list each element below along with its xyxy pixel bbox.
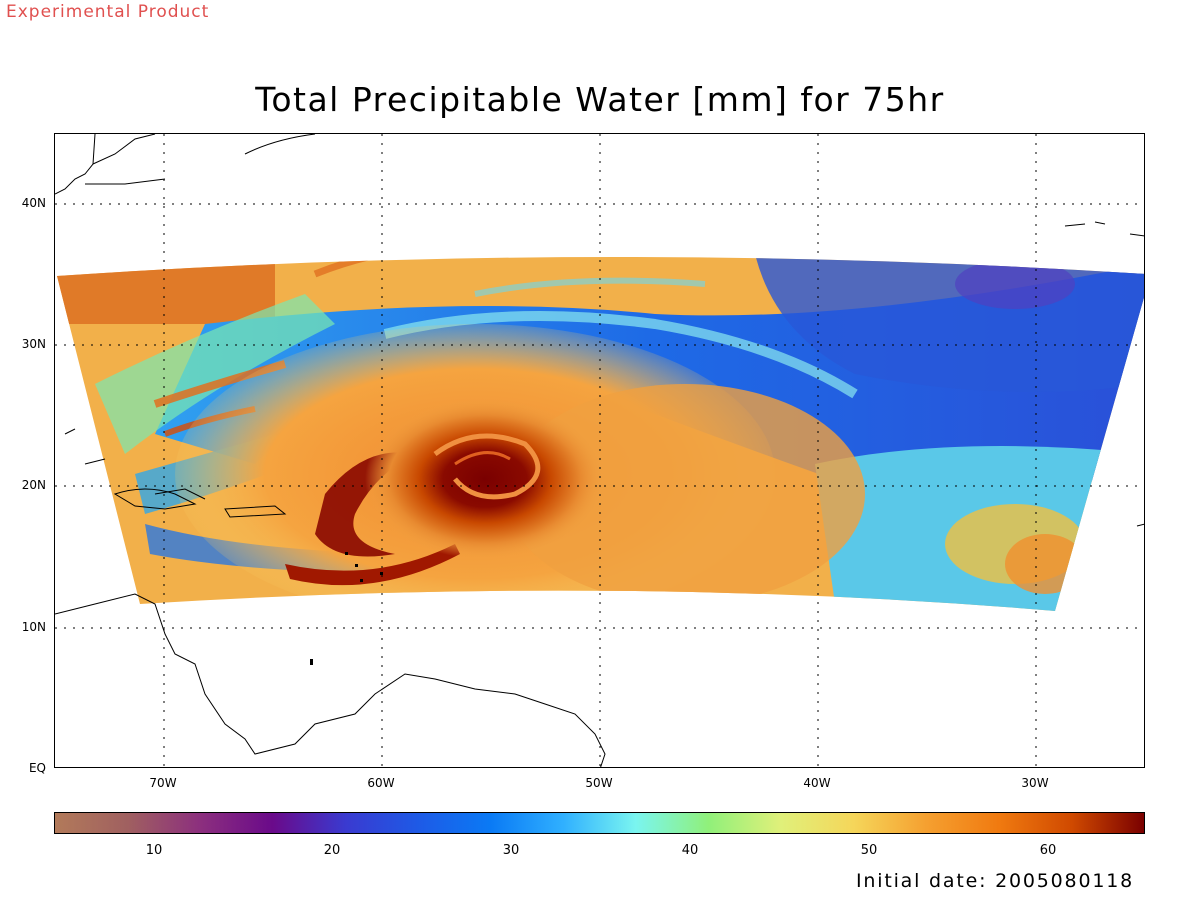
map-title: Total Precipitable Water [mm] for 75hr — [255, 80, 945, 119]
initial-date-label: Initial date: 2005080118 — [856, 870, 1134, 892]
lon-label-60w: 60W — [367, 776, 395, 790]
coastlines — [55, 134, 1144, 767]
lat-label-eq: EQ — [28, 761, 46, 775]
colorbar-tick-40: 40 — [681, 843, 699, 858]
colorbar-tick-30: 30 — [502, 843, 520, 858]
colorbar — [54, 812, 1145, 834]
map-panel — [54, 133, 1145, 768]
islands — [310, 552, 383, 665]
map-canvas — [55, 134, 1144, 767]
lon-label-50w: 50W — [585, 776, 613, 790]
lat-label-30n: 30N — [21, 337, 46, 351]
colorbar-tick-60: 60 — [1039, 843, 1057, 858]
colorbar-tick-20: 20 — [323, 843, 341, 858]
tpw-field — [57, 256, 1144, 611]
lon-label-40w: 40W — [803, 776, 831, 790]
lon-label-70w: 70W — [149, 776, 177, 790]
colorbar-tick-50: 50 — [860, 843, 878, 858]
lat-label-10n: 10N — [21, 620, 46, 634]
experimental-product-label: Experimental Product — [6, 2, 210, 22]
lat-label-20n: 20N — [21, 478, 46, 492]
lat-label-40n: 40N — [21, 196, 46, 210]
graticule — [55, 134, 1144, 767]
lon-label-30w: 30W — [1021, 776, 1049, 790]
colorbar-tick-10: 10 — [145, 843, 163, 858]
